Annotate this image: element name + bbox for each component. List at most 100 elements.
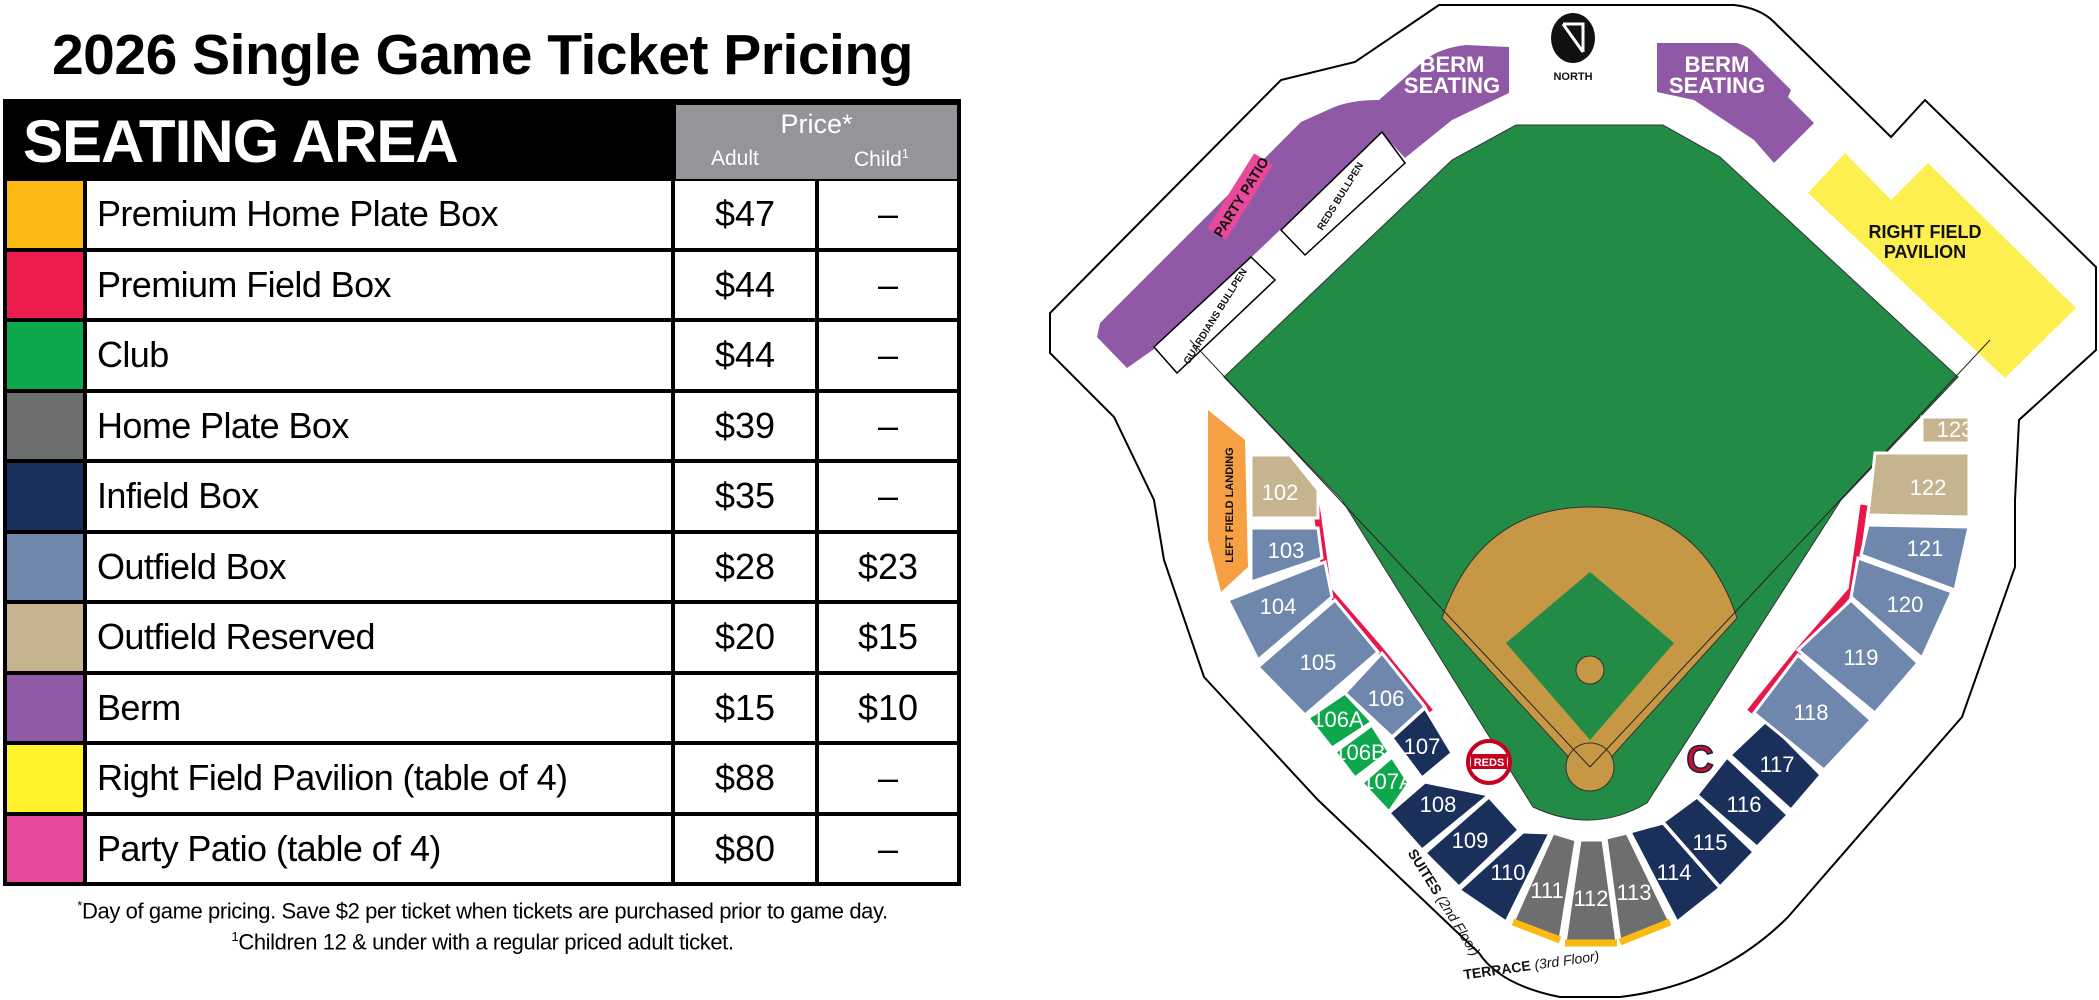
guardians-logo: C (1686, 739, 1713, 781)
color-swatch (7, 322, 83, 389)
left-field-landing (1208, 410, 1248, 592)
north-icon-n (1561, 22, 1585, 53)
child-price: – (819, 251, 957, 318)
section-120[interactable] (1849, 555, 1955, 661)
party-patio (1207, 153, 1273, 240)
child-label-text: Child (854, 148, 902, 171)
adult-price: $35 (675, 463, 815, 530)
child-price: – (819, 392, 957, 459)
table-row: Outfield Reserved $20 $15 (7, 604, 957, 671)
adult-price: $80 (675, 815, 815, 882)
adult-price: $44 (675, 251, 815, 318)
seating-area-name: Outfield Box (87, 533, 671, 600)
section-115[interactable] (1660, 795, 1757, 890)
adult-price: $39 (675, 392, 815, 459)
reds-logo-text: REDS (1474, 757, 1505, 769)
reds-bullpen (1279, 130, 1407, 257)
footnote-1: *Day of game pricing. Save $2 per ticket… (0, 898, 965, 924)
price-header: Price* Adult Child1 (676, 105, 957, 179)
section-label: 120 (1887, 592, 1924, 617)
section-109[interactable] (1422, 794, 1522, 890)
section-103[interactable] (1249, 526, 1324, 585)
north-label: NORTH (1553, 71, 1592, 83)
color-swatch (7, 745, 83, 812)
section-123[interactable] (1920, 415, 1971, 445)
seating-area-name: Home Plate Box (87, 392, 671, 459)
child-price: – (819, 181, 957, 248)
section-119[interactable] (1795, 597, 1921, 716)
footnote-text: Day of game pricing. Save $2 per ticket … (82, 898, 888, 924)
guardians-bullpen (1152, 255, 1277, 375)
footnote-text: Children 12 & under with a regular price… (238, 929, 734, 955)
child-sup: 1 (901, 147, 909, 161)
pricing-table: SEATING AREA Price* Adult Child1 Premium… (3, 99, 961, 886)
seating-area-name: Right Field Pavilion (table of 4) (87, 745, 671, 812)
table-header: SEATING AREA Price* Adult Child1 (7, 103, 957, 181)
section-label: 118 (1793, 700, 1828, 725)
seating-area-name: Berm (87, 674, 671, 741)
section-107[interactable] (1389, 705, 1454, 781)
section-label: 105 (1300, 650, 1337, 675)
premium-home-plate-box-strip (1511, 918, 1562, 944)
section-102[interactable] (1249, 453, 1320, 520)
adult-price: $88 (675, 745, 815, 812)
adult-label: Adult (711, 147, 759, 170)
section-label: 119 (1843, 645, 1878, 670)
section-107a[interactable] (1359, 754, 1411, 815)
table-row: Infield Box $35 – (7, 463, 957, 530)
table-row: Berm $15 $10 (7, 674, 957, 741)
section-label: 106A (1312, 707, 1364, 732)
color-swatch (7, 604, 83, 671)
section-label: 103 (1268, 538, 1305, 563)
section-label: 109 (1452, 828, 1489, 853)
section-106a[interactable] (1305, 691, 1375, 750)
premium-home-plate-box-strip (1618, 918, 1672, 946)
berm-left-label: SEATING (1404, 73, 1500, 98)
seating-area-name: Premium Home Plate Box (87, 181, 671, 248)
color-swatch (7, 533, 83, 600)
table-row: Home Plate Box $39 – (7, 392, 957, 459)
section-label: 116 (1726, 792, 1761, 817)
color-swatch (7, 181, 83, 248)
section-label: 107 (1404, 734, 1441, 759)
child-label: Child1 (854, 147, 909, 172)
left-field-landing-label: LEFT FIELD LANDING (1224, 447, 1236, 563)
section-106b[interactable] (1332, 722, 1391, 781)
section-label: 108 (1420, 792, 1457, 817)
seating-area-name: Club (87, 322, 671, 389)
price-label: Price* (780, 109, 853, 139)
footnote-mark: 1 (231, 929, 239, 944)
section-label: 113 (1616, 880, 1651, 905)
color-swatch (7, 463, 83, 530)
seating-area-name: Premium Field Box (87, 251, 671, 318)
pavilion-label: PAVILION (1884, 242, 1966, 262)
berm-right (1657, 43, 1814, 163)
section-label: 106B (1334, 740, 1385, 765)
section-104[interactable] (1225, 559, 1334, 663)
section-110[interactable] (1456, 830, 1553, 925)
foul-line-right (1589, 339, 1991, 768)
section-label: 106 (1368, 686, 1405, 711)
section-105[interactable] (1255, 597, 1381, 718)
reds-logo: REDS (1466, 739, 1512, 785)
section-label: 110 (1490, 860, 1525, 885)
color-swatch (7, 815, 83, 882)
section-116[interactable] (1694, 754, 1791, 850)
adult-price: $15 (675, 674, 815, 741)
footnote-mark: * (77, 898, 83, 913)
table-row: Premium Field Box $44 – (7, 251, 957, 318)
pavilion-label: RIGHT FIELD (1869, 222, 1982, 242)
section-label: 123 (1937, 417, 1974, 442)
adult-price: $44 (675, 322, 815, 389)
color-swatch (7, 251, 83, 318)
adult-price: $20 (675, 604, 815, 671)
section-108[interactable] (1386, 780, 1493, 853)
section-label: 122 (1910, 475, 1947, 500)
section-label: 115 (1692, 830, 1727, 855)
child-price: – (819, 322, 957, 389)
section-label: 114 (1656, 860, 1691, 885)
section-122[interactable] (1866, 451, 1971, 519)
section-118[interactable] (1751, 652, 1874, 773)
section-121[interactable] (1859, 523, 1971, 593)
berm-right-label: SEATING (1669, 73, 1765, 98)
